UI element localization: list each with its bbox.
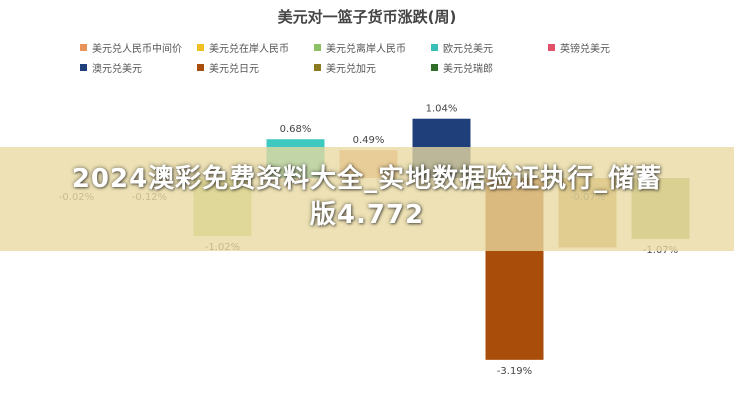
legend-swatch [80, 64, 87, 71]
legend-item: 澳元兑美元 [80, 60, 197, 75]
data-label: 0.49% [353, 135, 385, 146]
legend-swatch [431, 64, 438, 71]
legend-swatch [197, 44, 204, 51]
legend-swatch [431, 44, 438, 51]
legend-label: 欧元兑美元 [443, 44, 493, 55]
legend-label: 美元兑离岸人民币 [326, 44, 406, 55]
legend-item: 美元兑离岸人民币 [314, 40, 431, 55]
legend-item: 美元兑在岸人民币 [197, 40, 314, 55]
legend-item: 欧元兑美元 [431, 40, 548, 55]
data-label: 1.04% [426, 104, 458, 115]
legend-item: 美元兑日元 [197, 60, 314, 75]
legend-swatch [314, 64, 321, 71]
overlay-banner [0, 147, 734, 251]
chart-title: 美元对一篮子货币涨跌(周) [277, 8, 457, 26]
overlay-headline: 2024澳彩免费资料大全_实地数据验证执行_储蓄 版4.772 [20, 161, 714, 233]
legend-swatch [80, 44, 87, 51]
legend-label: 美元兑瑞郎 [443, 64, 493, 75]
legend-item: 英镑兑美元 [548, 40, 665, 55]
legend-swatch [197, 64, 204, 71]
legend-item: 美元兑瑞郎 [431, 60, 548, 75]
data-label: 0.68% [280, 124, 312, 135]
legend-label: 英镑兑美元 [560, 44, 610, 55]
legend-swatch [314, 44, 321, 51]
legend-item: 美元兑加元 [314, 60, 431, 75]
legend-label: 美元兑日元 [209, 64, 259, 75]
legend-swatch [548, 44, 555, 51]
legend-label: 美元兑人民币中间价 [92, 44, 182, 55]
legend-label: 澳元兑美元 [92, 64, 142, 75]
chart-legend: 美元兑人民币中间价 美元兑在岸人民币 美元兑离岸人民币 欧元兑美元 英镑兑美元澳元兑美元… [80, 40, 700, 75]
legend-label: 美元兑加元 [326, 64, 376, 75]
overlay-line-2: 版4.772 [309, 200, 425, 230]
overlay-line-1: 2024澳彩免费资料大全_实地数据验证执行_储蓄 [71, 164, 663, 194]
legend-item: 美元兑人民币中间价 [80, 40, 197, 55]
legend-label: 美元兑在岸人民币 [209, 44, 289, 55]
data-label: -3.19% [497, 366, 532, 377]
